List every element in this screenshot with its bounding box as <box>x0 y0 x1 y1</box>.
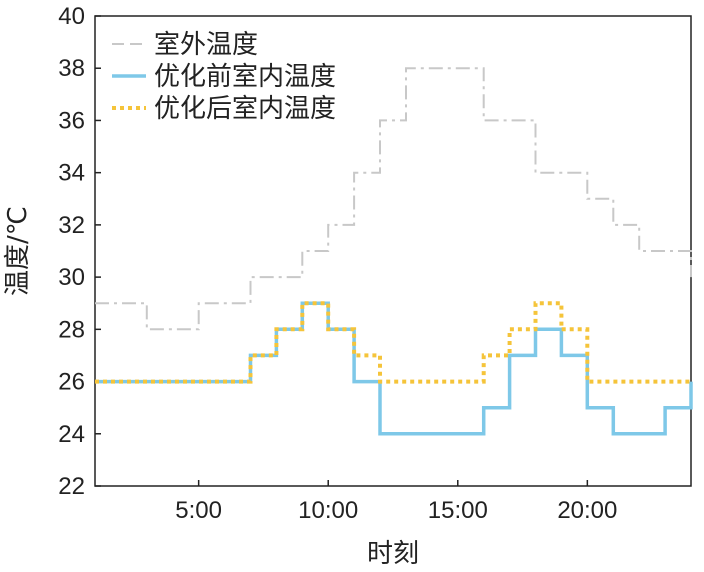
y-tick-label: 38 <box>58 55 85 82</box>
x-tick-label: 15:00 <box>428 497 488 524</box>
x-tick-label: 5:00 <box>175 497 222 524</box>
y-tick-label: 22 <box>58 473 85 500</box>
y-tick-label: 24 <box>58 421 85 448</box>
legend-label: 室外温度 <box>154 30 258 60</box>
legend-label: 优化后室内温度 <box>154 94 336 124</box>
series-line-1 <box>95 67 692 331</box>
x-axis-title: 时刻 <box>367 539 419 569</box>
y-tick-label: 32 <box>58 212 85 239</box>
legend-background <box>108 24 323 132</box>
y-tick-label: 34 <box>58 160 85 187</box>
series-layer <box>95 67 693 436</box>
y-tick-label: 36 <box>58 107 85 134</box>
series-line-2 <box>95 301 693 436</box>
y-axis-title: 温度/℃ <box>3 206 33 296</box>
y-tick-label: 26 <box>58 369 85 396</box>
y-tick-label: 30 <box>58 264 85 291</box>
x-tick-label: 20:00 <box>557 497 617 524</box>
series-line-3 <box>95 301 691 384</box>
y-tick-label: 40 <box>58 3 85 30</box>
legend-label: 优化前室内温度 <box>154 62 336 92</box>
x-tick-label: 10:00 <box>298 497 358 524</box>
y-tick-label: 28 <box>58 316 85 343</box>
y-axis: 22 24 26 28 30 32 34 36 38 40 <box>58 3 101 500</box>
x-axis: 5:00 10:00 15:00 20:00 <box>175 480 617 524</box>
